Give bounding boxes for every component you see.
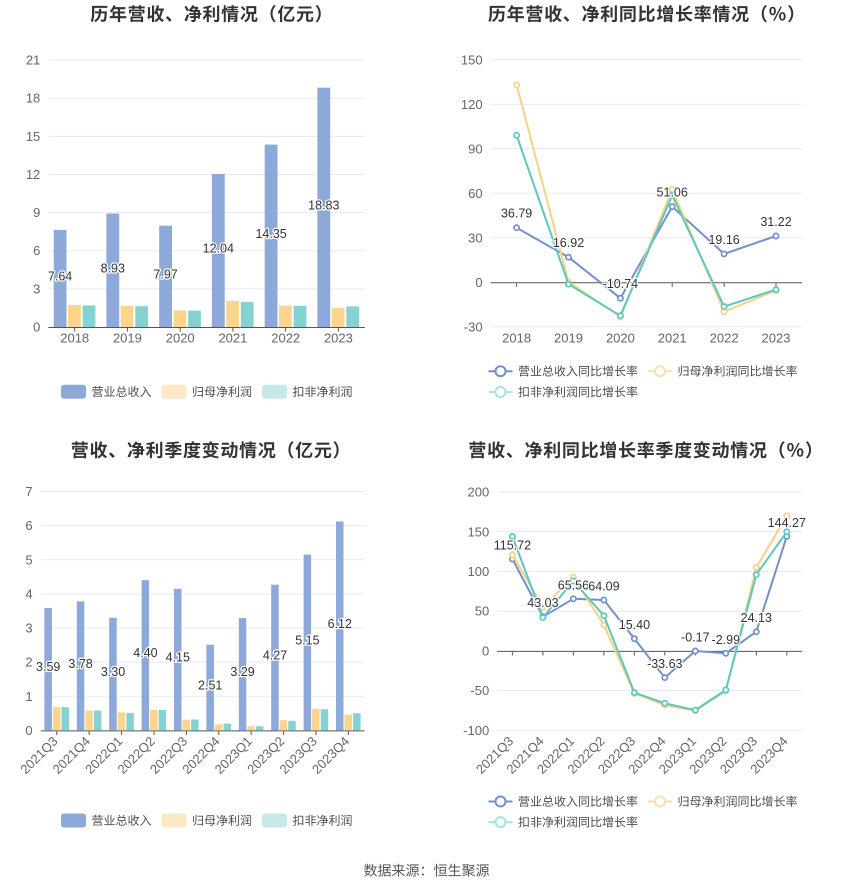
svg-text:-0.17: -0.17	[681, 631, 710, 645]
svg-text:5.15: 5.15	[295, 633, 319, 647]
svg-text:30: 30	[468, 230, 482, 245]
svg-text:200: 200	[467, 485, 489, 500]
svg-text:3.30: 3.30	[101, 665, 125, 679]
svg-text:2018: 2018	[502, 331, 531, 346]
svg-text:50: 50	[475, 604, 489, 619]
svg-text:65.56: 65.56	[558, 578, 589, 592]
svg-text:21: 21	[26, 53, 40, 68]
svg-text:4.40: 4.40	[133, 646, 157, 660]
svg-text:15: 15	[26, 129, 40, 144]
svg-text:6: 6	[33, 243, 40, 258]
svg-text:144.27: 144.27	[768, 516, 806, 530]
svg-text:0: 0	[482, 643, 489, 658]
svg-text:7.97: 7.97	[153, 268, 177, 282]
svg-text:24.13: 24.13	[741, 611, 772, 625]
svg-text:64.09: 64.09	[588, 580, 619, 594]
svg-text:51.06: 51.06	[657, 186, 688, 200]
svg-text:-50: -50	[470, 683, 489, 698]
svg-text:0: 0	[33, 320, 40, 335]
svg-text:4: 4	[25, 586, 32, 601]
svg-text:0: 0	[475, 275, 482, 290]
svg-text:7.64: 7.64	[48, 270, 72, 284]
svg-text:36.79: 36.79	[501, 207, 532, 221]
svg-text:120: 120	[461, 97, 483, 112]
svg-text:2023: 2023	[762, 331, 791, 346]
svg-text:2.51: 2.51	[198, 679, 222, 693]
svg-text:43.03: 43.03	[527, 596, 558, 610]
svg-text:2021: 2021	[218, 331, 247, 346]
svg-text:2020: 2020	[606, 331, 635, 346]
svg-text:8.93: 8.93	[101, 262, 125, 276]
svg-text:100: 100	[467, 564, 489, 579]
svg-text:3.29: 3.29	[230, 665, 254, 679]
svg-text:18.83: 18.83	[308, 199, 339, 213]
svg-text:90: 90	[468, 141, 482, 156]
svg-text:3.59: 3.59	[36, 660, 60, 674]
svg-text:7: 7	[25, 484, 32, 499]
svg-text:12.04: 12.04	[203, 242, 234, 256]
svg-text:0: 0	[25, 723, 32, 738]
svg-text:2019: 2019	[113, 331, 142, 346]
svg-text:3.78: 3.78	[68, 657, 92, 671]
svg-text:-30: -30	[464, 319, 483, 334]
svg-text:-2.99: -2.99	[712, 633, 741, 647]
svg-text:1: 1	[25, 689, 32, 704]
svg-text:2023: 2023	[324, 331, 353, 346]
svg-text:6: 6	[25, 518, 32, 533]
svg-text:2022: 2022	[271, 331, 300, 346]
svg-text:150: 150	[461, 52, 483, 67]
svg-text:2020: 2020	[166, 331, 195, 346]
svg-text:60: 60	[468, 186, 482, 201]
svg-text:3: 3	[25, 621, 32, 636]
svg-text:4.27: 4.27	[263, 648, 287, 662]
svg-text:18: 18	[26, 91, 40, 106]
svg-text:31.22: 31.22	[760, 215, 791, 229]
svg-text:2021: 2021	[658, 331, 687, 346]
svg-text:2018: 2018	[60, 331, 89, 346]
svg-text:-100: -100	[463, 723, 489, 738]
svg-text:15.40: 15.40	[619, 618, 650, 632]
svg-text:19.16: 19.16	[708, 233, 739, 247]
svg-text:-10.74: -10.74	[603, 277, 638, 291]
svg-text:150: 150	[467, 524, 489, 539]
svg-text:2022: 2022	[710, 331, 739, 346]
svg-text:14.35: 14.35	[255, 227, 286, 241]
svg-text:2: 2	[25, 655, 32, 670]
svg-text:115.72: 115.72	[494, 539, 531, 553]
svg-text:4.15: 4.15	[166, 651, 190, 665]
svg-text:16.92: 16.92	[553, 236, 584, 250]
svg-text:-33.63: -33.63	[647, 657, 682, 671]
svg-text:12: 12	[26, 167, 40, 182]
svg-text:2019: 2019	[554, 331, 583, 346]
svg-text:3: 3	[33, 281, 40, 296]
svg-text:5: 5	[25, 552, 32, 567]
svg-text:9: 9	[33, 205, 40, 220]
svg-text:6.12: 6.12	[328, 617, 352, 631]
